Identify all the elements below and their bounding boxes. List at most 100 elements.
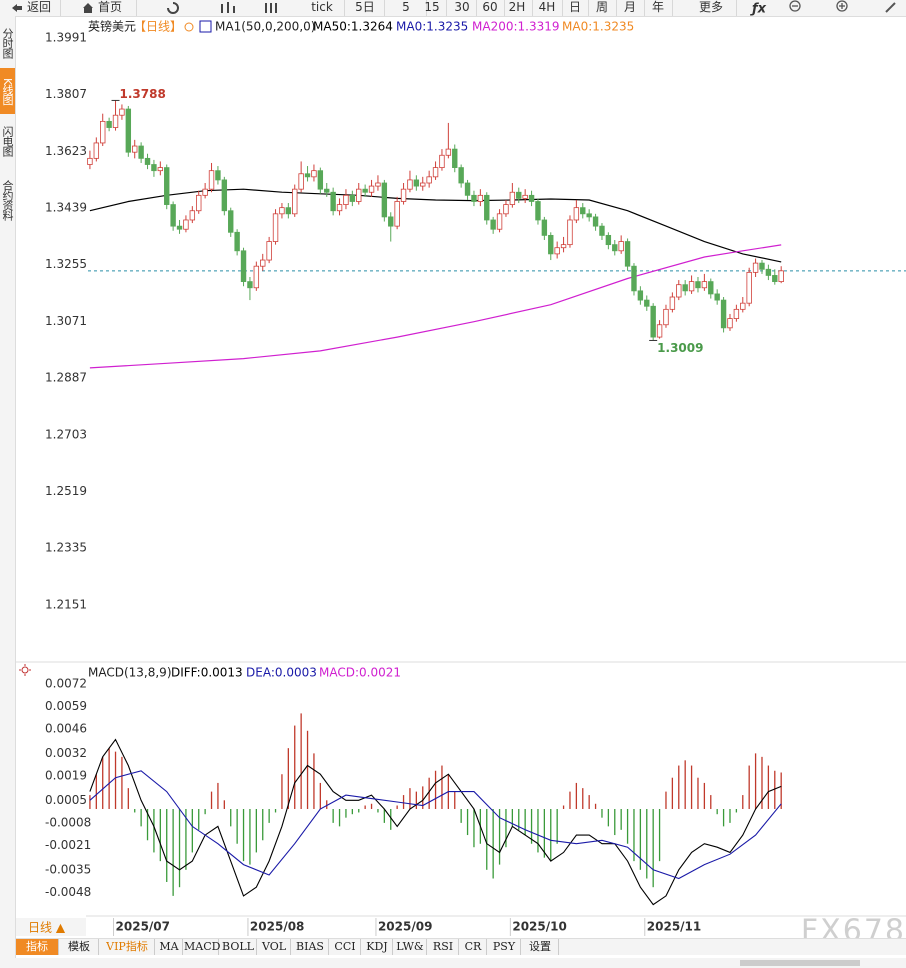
- toolbar-button[interactable]: 年: [644, 0, 673, 16]
- settings-icon[interactable]: [184, 22, 194, 32]
- toolbar-button[interactable]: 4H: [532, 0, 563, 16]
- candle-body: [317, 170, 324, 190]
- candle-body: [215, 170, 221, 181]
- toolbar-button[interactable]: 30: [448, 0, 477, 16]
- toolbar-icons: ƒx: [12, 0, 896, 17]
- fx-icon[interactable]: ƒx: [750, 2, 767, 17]
- sidebar: 分时图 K线图闪电图合约资料: [0, 16, 16, 968]
- candle-body: [765, 268, 772, 276]
- y-tick-label: 0.0059: [45, 699, 87, 713]
- sidebar-item[interactable]: K线图: [0, 68, 15, 114]
- macd-line: [89, 770, 782, 880]
- candle-body: [388, 216, 394, 227]
- tab[interactable]: CR: [460, 939, 487, 955]
- tab[interactable]: BOLL: [220, 939, 257, 955]
- toolbar-button[interactable]: 60: [476, 0, 505, 16]
- watermark: FX678: [801, 914, 906, 939]
- toolbar-button[interactable]: 5日: [346, 0, 385, 16]
- candle-body: [394, 201, 400, 227]
- tab[interactable]: 指标: [16, 939, 59, 955]
- candle-body: [727, 318, 733, 329]
- y-tick-label: 1.3991: [45, 30, 87, 44]
- scroll-area: [0, 958, 906, 968]
- candle-body: [119, 108, 125, 116]
- zoom-in-icon[interactable]: [836, 0, 848, 12]
- toolbar-button[interactable]: 返回: [0, 0, 61, 16]
- tab[interactable]: MACD: [184, 939, 221, 955]
- back-icon: [12, 4, 22, 12]
- macd-settings-icon[interactable]: [19, 664, 31, 676]
- toolbar-button[interactable]: 5: [386, 0, 427, 16]
- scrollbar[interactable]: [740, 960, 860, 966]
- candle-body: [573, 207, 580, 221]
- candle-body: [624, 241, 631, 267]
- toolbar-button[interactable]: 15: [418, 0, 447, 16]
- y-tick-label: 1.3439: [45, 200, 87, 214]
- candle-body: [196, 194, 202, 212]
- candle-body: [522, 194, 528, 199]
- x-tick-label: 2025/07: [116, 920, 170, 934]
- legend-item: MACD:0.0021: [319, 666, 401, 680]
- tab[interactable]: VIP指标: [100, 939, 155, 955]
- toolbar-button[interactable]: 日: [562, 0, 589, 16]
- toolbar-button[interactable]: tick: [300, 0, 345, 16]
- toolbar-button[interactable]: 首页: [66, 0, 137, 16]
- candle-body: [528, 194, 535, 202]
- macd-title: MACD(13,8,9): [88, 666, 172, 680]
- candle-body: [138, 145, 144, 159]
- tab[interactable]: CCI: [330, 939, 361, 955]
- y-tick-label: 1.3071: [45, 314, 87, 328]
- sidebar-item[interactable]: 合约资料: [1, 180, 14, 220]
- zoom-out-icon[interactable]: [789, 0, 801, 12]
- tab[interactable]: PSY: [488, 939, 521, 955]
- legend-item: MA0:1.3235: [396, 20, 468, 34]
- refresh-icon: [167, 2, 179, 14]
- y-tick-label: 0.0032: [45, 746, 87, 760]
- y-tick-label: -0.0035: [45, 862, 91, 876]
- legend-item: DIFF:0.0013: [171, 666, 243, 680]
- indicator: MA1(50,0,200,0): [215, 20, 315, 34]
- candle-body: [304, 173, 311, 178]
- toolbar-button[interactable]: 2H: [502, 0, 533, 16]
- candle-body: [746, 271, 752, 304]
- candle-body: [490, 219, 496, 230]
- candle-body: [631, 265, 637, 292]
- chart: 日线 ▲ 英镑美元 【日线】 MA1(50,0,200,0) MACD(13,8…: [16, 19, 906, 939]
- period-button-bg[interactable]: [16, 918, 86, 936]
- candle-body: [477, 194, 484, 202]
- toolbar-button[interactable]: 更多: [672, 0, 737, 16]
- candle-body: [560, 244, 567, 249]
- sidebar-item[interactable]: 分时图: [1, 28, 14, 58]
- candle-body: [644, 299, 650, 307]
- candle-body: [663, 308, 669, 326]
- candle-body: [343, 194, 349, 205]
- ma-icon[interactable]: [199, 20, 212, 33]
- candle-body: [221, 179, 228, 212]
- tab[interactable]: MA: [156, 939, 183, 955]
- tab[interactable]: 模板: [60, 939, 99, 955]
- tab[interactable]: VOL: [258, 939, 291, 955]
- candle-body: [362, 188, 368, 193]
- tab[interactable]: LW&: [394, 939, 427, 955]
- toolbar-button[interactable]: 周: [588, 0, 617, 16]
- candle-body: [708, 281, 714, 295]
- tabs: 指标 模板 VIP指标 MA MACD BOLL VOL BIAS CCI KDJ LW& RSI CR…: [16, 938, 906, 955]
- tab[interactable]: 设置: [522, 939, 559, 955]
- candle-body: [599, 225, 605, 236]
- period-button[interactable]: 日线 ▲: [28, 921, 66, 935]
- tab[interactable]: RSI: [428, 939, 459, 955]
- candle-body: [554, 247, 560, 255]
- tab[interactable]: KDJ: [362, 939, 393, 955]
- tab[interactable]: BIAS: [292, 939, 329, 955]
- candle-body: [375, 182, 381, 187]
- extreme-label: 1.3009: [657, 341, 703, 355]
- sidebar-item[interactable]: 闪电图: [1, 126, 14, 156]
- pen-icon[interactable]: [885, 2, 896, 13]
- candle-body: [253, 265, 260, 289]
- candle-icon: [221, 2, 235, 13]
- candle-body: [618, 241, 624, 252]
- candle-body: [368, 185, 375, 193]
- candle-body: [426, 176, 432, 184]
- toolbar-button[interactable]: 月: [616, 0, 645, 16]
